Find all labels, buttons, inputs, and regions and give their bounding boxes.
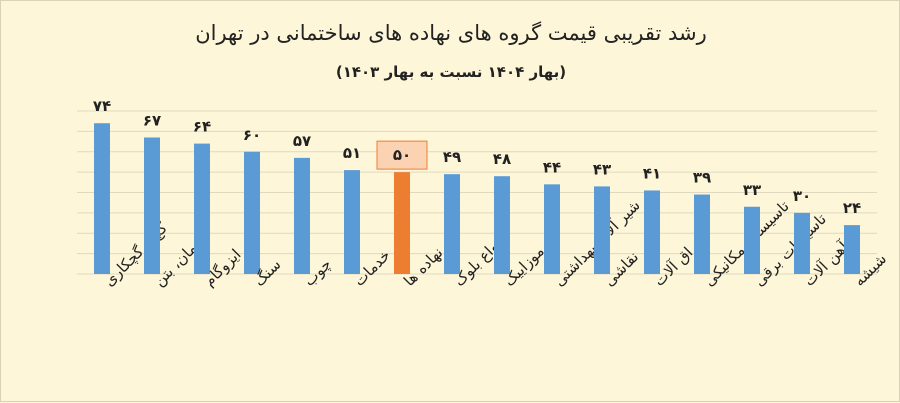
value-label: ۶۴ [193,118,211,136]
bar [144,137,160,274]
bar [494,176,510,274]
chart-subtitle: (بهار ۱۴۰۴ نسبت به بهار ۱۴۰۳) [335,63,567,81]
value-label: ۴۳ [593,160,611,178]
bar [544,184,560,274]
bar [844,225,860,274]
bar [244,151,260,274]
value-label: ۳۹ [693,169,711,187]
bar [344,170,360,274]
bar [294,157,310,274]
value-label: ۵۱ [343,144,361,162]
bar [744,206,760,274]
chart-title: رشد تقریبی قیمت گروه های نهاده های ساختم… [195,21,707,45]
value-label: ۷۴ [93,97,111,115]
highlight-label-box [376,140,428,170]
bar [694,194,710,274]
value-label: ۳۰ [793,187,811,205]
value-label: ۲۴ [843,199,861,217]
bar [194,143,210,274]
value-label: ۵۷ [293,132,311,150]
value-label: ۳۳ [743,181,761,199]
bar [444,174,460,274]
bar [794,212,810,274]
bar [94,123,110,274]
value-label: ۶۷ [143,111,161,129]
value-label: ۴۱ [643,164,661,182]
value-label: ۴۸ [493,150,511,168]
value-label: ۶۰ [243,126,261,144]
value-label: ۴۹ [443,148,461,166]
bar [594,186,610,274]
bar-highlight [394,172,410,274]
value-label: ۵۰ [393,146,411,164]
value-label: ۴۴ [543,158,561,176]
bar [644,190,660,274]
